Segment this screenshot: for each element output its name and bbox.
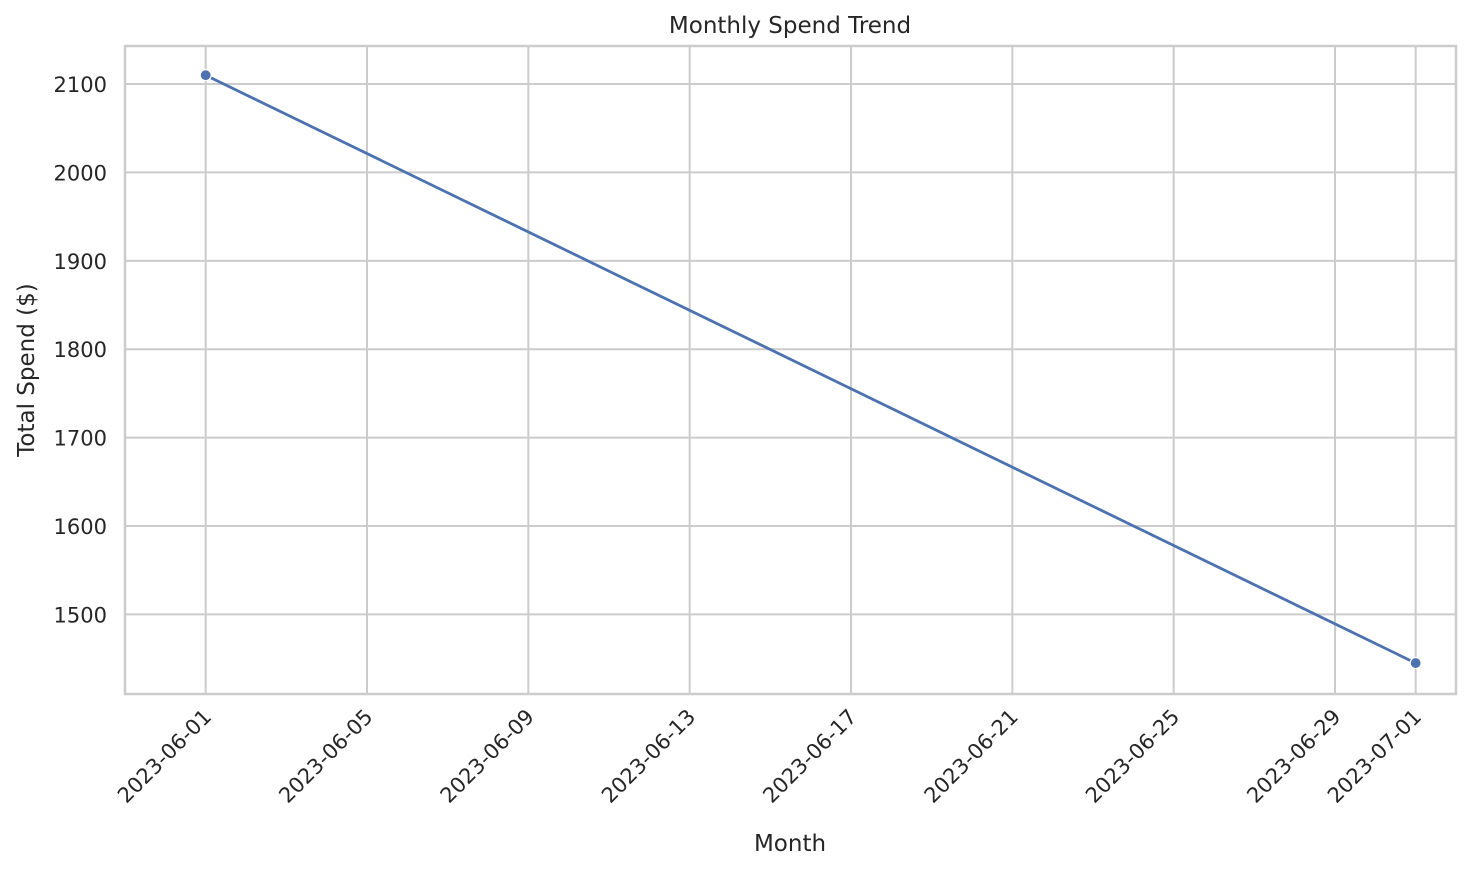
x-tick-label: 2023-06-13: [597, 705, 700, 808]
x-tick-label: 2023-06-01: [113, 705, 216, 808]
x-tick-label: 2023-06-21: [920, 705, 1023, 808]
y-tick-label: 1500: [54, 603, 107, 627]
x-tick-label: 2023-06-09: [436, 705, 539, 808]
grid: [125, 46, 1456, 694]
x-tick-label: 2023-06-05: [274, 705, 377, 808]
plot-area: [199, 69, 1422, 670]
chart-title: Monthly Spend Trend: [669, 13, 911, 39]
y-tick-label: 2100: [54, 73, 107, 97]
series-line: [205, 73, 1417, 665]
x-tick-label: 2023-06-17: [758, 705, 861, 808]
y-tick-label: 1900: [54, 250, 107, 274]
y-tick-label: 2000: [54, 161, 107, 185]
x-tick-label: 2023-06-25: [1081, 705, 1184, 808]
axes-frame: [123, 44, 1458, 696]
x-axis-label: Month: [754, 831, 826, 857]
data-point: [1409, 656, 1422, 670]
y-tick-label: 1600: [54, 515, 107, 539]
y-axis-label: Total Spend ($): [14, 283, 40, 457]
y-axis-ticks: 1500 1600 1700 1800 1900 2000 2100: [54, 73, 107, 627]
y-tick-label: 1800: [54, 338, 107, 362]
data-point: [199, 69, 212, 82]
x-axis-ticks: 2023-06-01 2023-06-05 2023-06-09 2023-06-13…: [113, 705, 1426, 808]
y-tick-label: 1700: [54, 427, 107, 451]
